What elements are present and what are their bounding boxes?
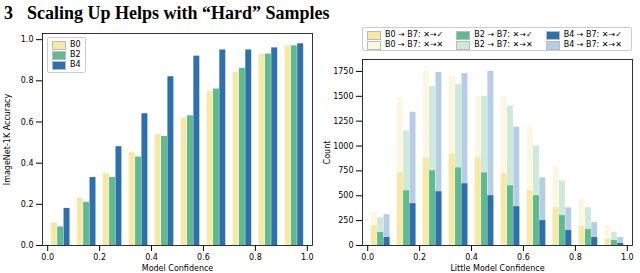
html-text:B0: B0: [70, 40, 81, 49]
svg-text:0.0: 0.0: [41, 253, 54, 262]
svg-text:1.0: 1.0: [621, 253, 634, 262]
svg-text:0.6: 0.6: [517, 253, 530, 262]
html-text:B4 → B7: ✕→✓: B4 → B7: ✕→✓: [563, 30, 622, 39]
svg-text:1.0: 1.0: [301, 253, 314, 262]
svg-text:500: 500: [338, 191, 353, 200]
svg-text:0.4: 0.4: [21, 159, 34, 168]
html-text:B0 → B7: ✕→✓: B0 → B7: ✕→✓: [385, 30, 444, 39]
svg-text:0.2: 0.2: [413, 253, 426, 262]
svg-text:0.6: 0.6: [21, 118, 34, 127]
html-text:Scaling Up Helps with “Hard” S: Scaling Up Helps with “Hard” Samples: [27, 3, 330, 23]
svg-text:0.8: 0.8: [249, 253, 262, 262]
svg-text:0: 0: [348, 241, 353, 250]
html-text:B0 → B7: ✕→✕: B0 → B7: ✕→✕: [385, 40, 444, 49]
svg-text:Model Confidence: Model Confidence: [142, 264, 214, 273]
svg-text:1250: 1250: [333, 117, 353, 126]
svg-text:250: 250: [338, 216, 353, 225]
html-text:B2 → B7: ✕→✓: B2 → B7: ✕→✓: [474, 30, 533, 39]
svg-text:Little Model Confidence: Little Model Confidence: [450, 264, 544, 273]
html-text:B4: B4: [70, 60, 81, 69]
svg-text:1.0: 1.0: [21, 35, 34, 44]
svg-text:1750: 1750: [333, 67, 353, 76]
svg-text:1500: 1500: [333, 92, 353, 101]
svg-text:0.2: 0.2: [21, 200, 34, 209]
svg-text:0.0: 0.0: [361, 253, 374, 262]
html-text:3: 3: [4, 3, 13, 23]
svg-text:0.8: 0.8: [21, 76, 34, 85]
html-text:B2 → B7: ✕→✕: B2 → B7: ✕→✕: [474, 40, 533, 49]
html-text:B4 → B7: ✕→✕: B4 → B7: ✕→✕: [563, 40, 622, 49]
svg-text:0.6: 0.6: [197, 253, 210, 262]
svg-text:0.0: 0.0: [21, 241, 34, 250]
svg-text:Count: Count: [323, 141, 332, 165]
svg-text:0.4: 0.4: [465, 253, 478, 262]
svg-text:1000: 1000: [333, 142, 353, 151]
svg-text:0.2: 0.2: [93, 253, 106, 262]
svg-text:0.4: 0.4: [145, 253, 158, 262]
html-text:B2: B2: [70, 50, 81, 59]
svg-text:750: 750: [338, 166, 353, 175]
svg-text:ImageNet-1K Accuracy: ImageNet-1K Accuracy: [3, 94, 12, 186]
svg-text:0.8: 0.8: [569, 253, 582, 262]
